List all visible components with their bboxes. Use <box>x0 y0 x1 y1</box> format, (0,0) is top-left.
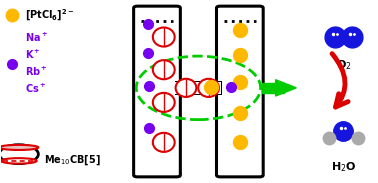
Ellipse shape <box>153 93 175 112</box>
FancyBboxPatch shape <box>217 6 263 177</box>
Ellipse shape <box>153 60 175 79</box>
Text: $\bf{Cs^+}$: $\bf{Cs^+}$ <box>25 82 46 95</box>
Bar <box>175 81 222 95</box>
Text: $\bf{Rb^+}$: $\bf{Rb^+}$ <box>25 65 48 78</box>
Text: O$_2$: O$_2$ <box>336 58 351 72</box>
FancyArrowPatch shape <box>332 54 348 107</box>
FancyBboxPatch shape <box>134 6 180 177</box>
Text: H$_2$O: H$_2$O <box>331 160 356 174</box>
Ellipse shape <box>153 133 175 152</box>
Circle shape <box>0 145 38 164</box>
Polygon shape <box>276 80 296 96</box>
Ellipse shape <box>198 79 219 97</box>
Ellipse shape <box>176 79 196 97</box>
Text: $\bf{Na^+}$: $\bf{Na^+}$ <box>25 30 48 44</box>
Ellipse shape <box>153 27 175 46</box>
Ellipse shape <box>0 145 38 150</box>
Text: $\bf{[PtCl_6]^{2-}}$: $\bf{[PtCl_6]^{2-}}$ <box>25 8 75 23</box>
Bar <box>175 82 222 94</box>
Bar <box>262 83 284 93</box>
Text: $\bf{K^+}$: $\bf{K^+}$ <box>25 48 41 61</box>
Text: Me$_{10}$CB[5]: Me$_{10}$CB[5] <box>44 154 101 167</box>
Ellipse shape <box>1 158 37 164</box>
